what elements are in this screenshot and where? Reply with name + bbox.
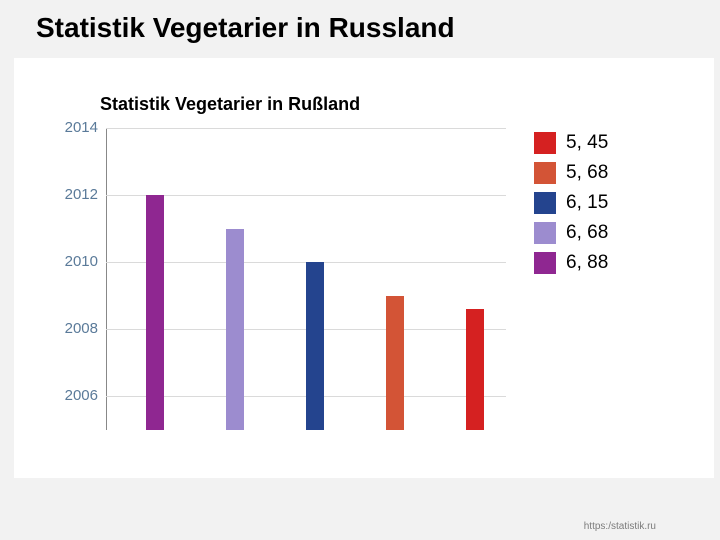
legend-label: 5, 45 [566,132,608,154]
y-tick-label: 2014 [54,119,98,136]
bar [226,229,244,430]
legend-swatch [534,132,556,154]
legend-label: 5, 68 [566,162,608,184]
gridline [106,128,506,129]
legend-swatch [534,252,556,274]
legend-swatch [534,222,556,244]
legend-swatch [534,162,556,184]
y-tick-label: 2012 [54,186,98,203]
legend-label: 6, 15 [566,192,608,214]
bar [386,296,404,430]
legend-item: 6, 15 [534,188,608,218]
y-axis-line [106,128,107,430]
legend-item: 6, 68 [534,218,608,248]
y-tick-label: 2006 [54,387,98,404]
legend-item: 5, 45 [534,128,608,158]
legend-item: 5, 68 [534,158,608,188]
chart-panel: Statistik Vegetarier in Rußland 20062008… [14,58,714,478]
bar [466,309,484,430]
legend-item: 6, 88 [534,248,608,278]
legend: 5, 45 5, 68 6, 15 6, 68 6, 88 [534,128,608,278]
y-tick-label: 2008 [54,320,98,337]
bar [306,262,324,430]
y-tick-label: 2010 [54,253,98,270]
bar [146,195,164,430]
source-label: https:/statistik.ru [584,521,656,532]
legend-swatch [534,192,556,214]
plot-area: 20062008201020122014 [106,128,506,430]
legend-label: 6, 68 [566,222,608,244]
chart-title: Statistik Vegetarier in Rußland [100,94,360,115]
legend-label: 6, 88 [566,252,608,274]
page-title: Statistik Vegetarier in Russland [36,12,455,44]
gridline [106,195,506,196]
